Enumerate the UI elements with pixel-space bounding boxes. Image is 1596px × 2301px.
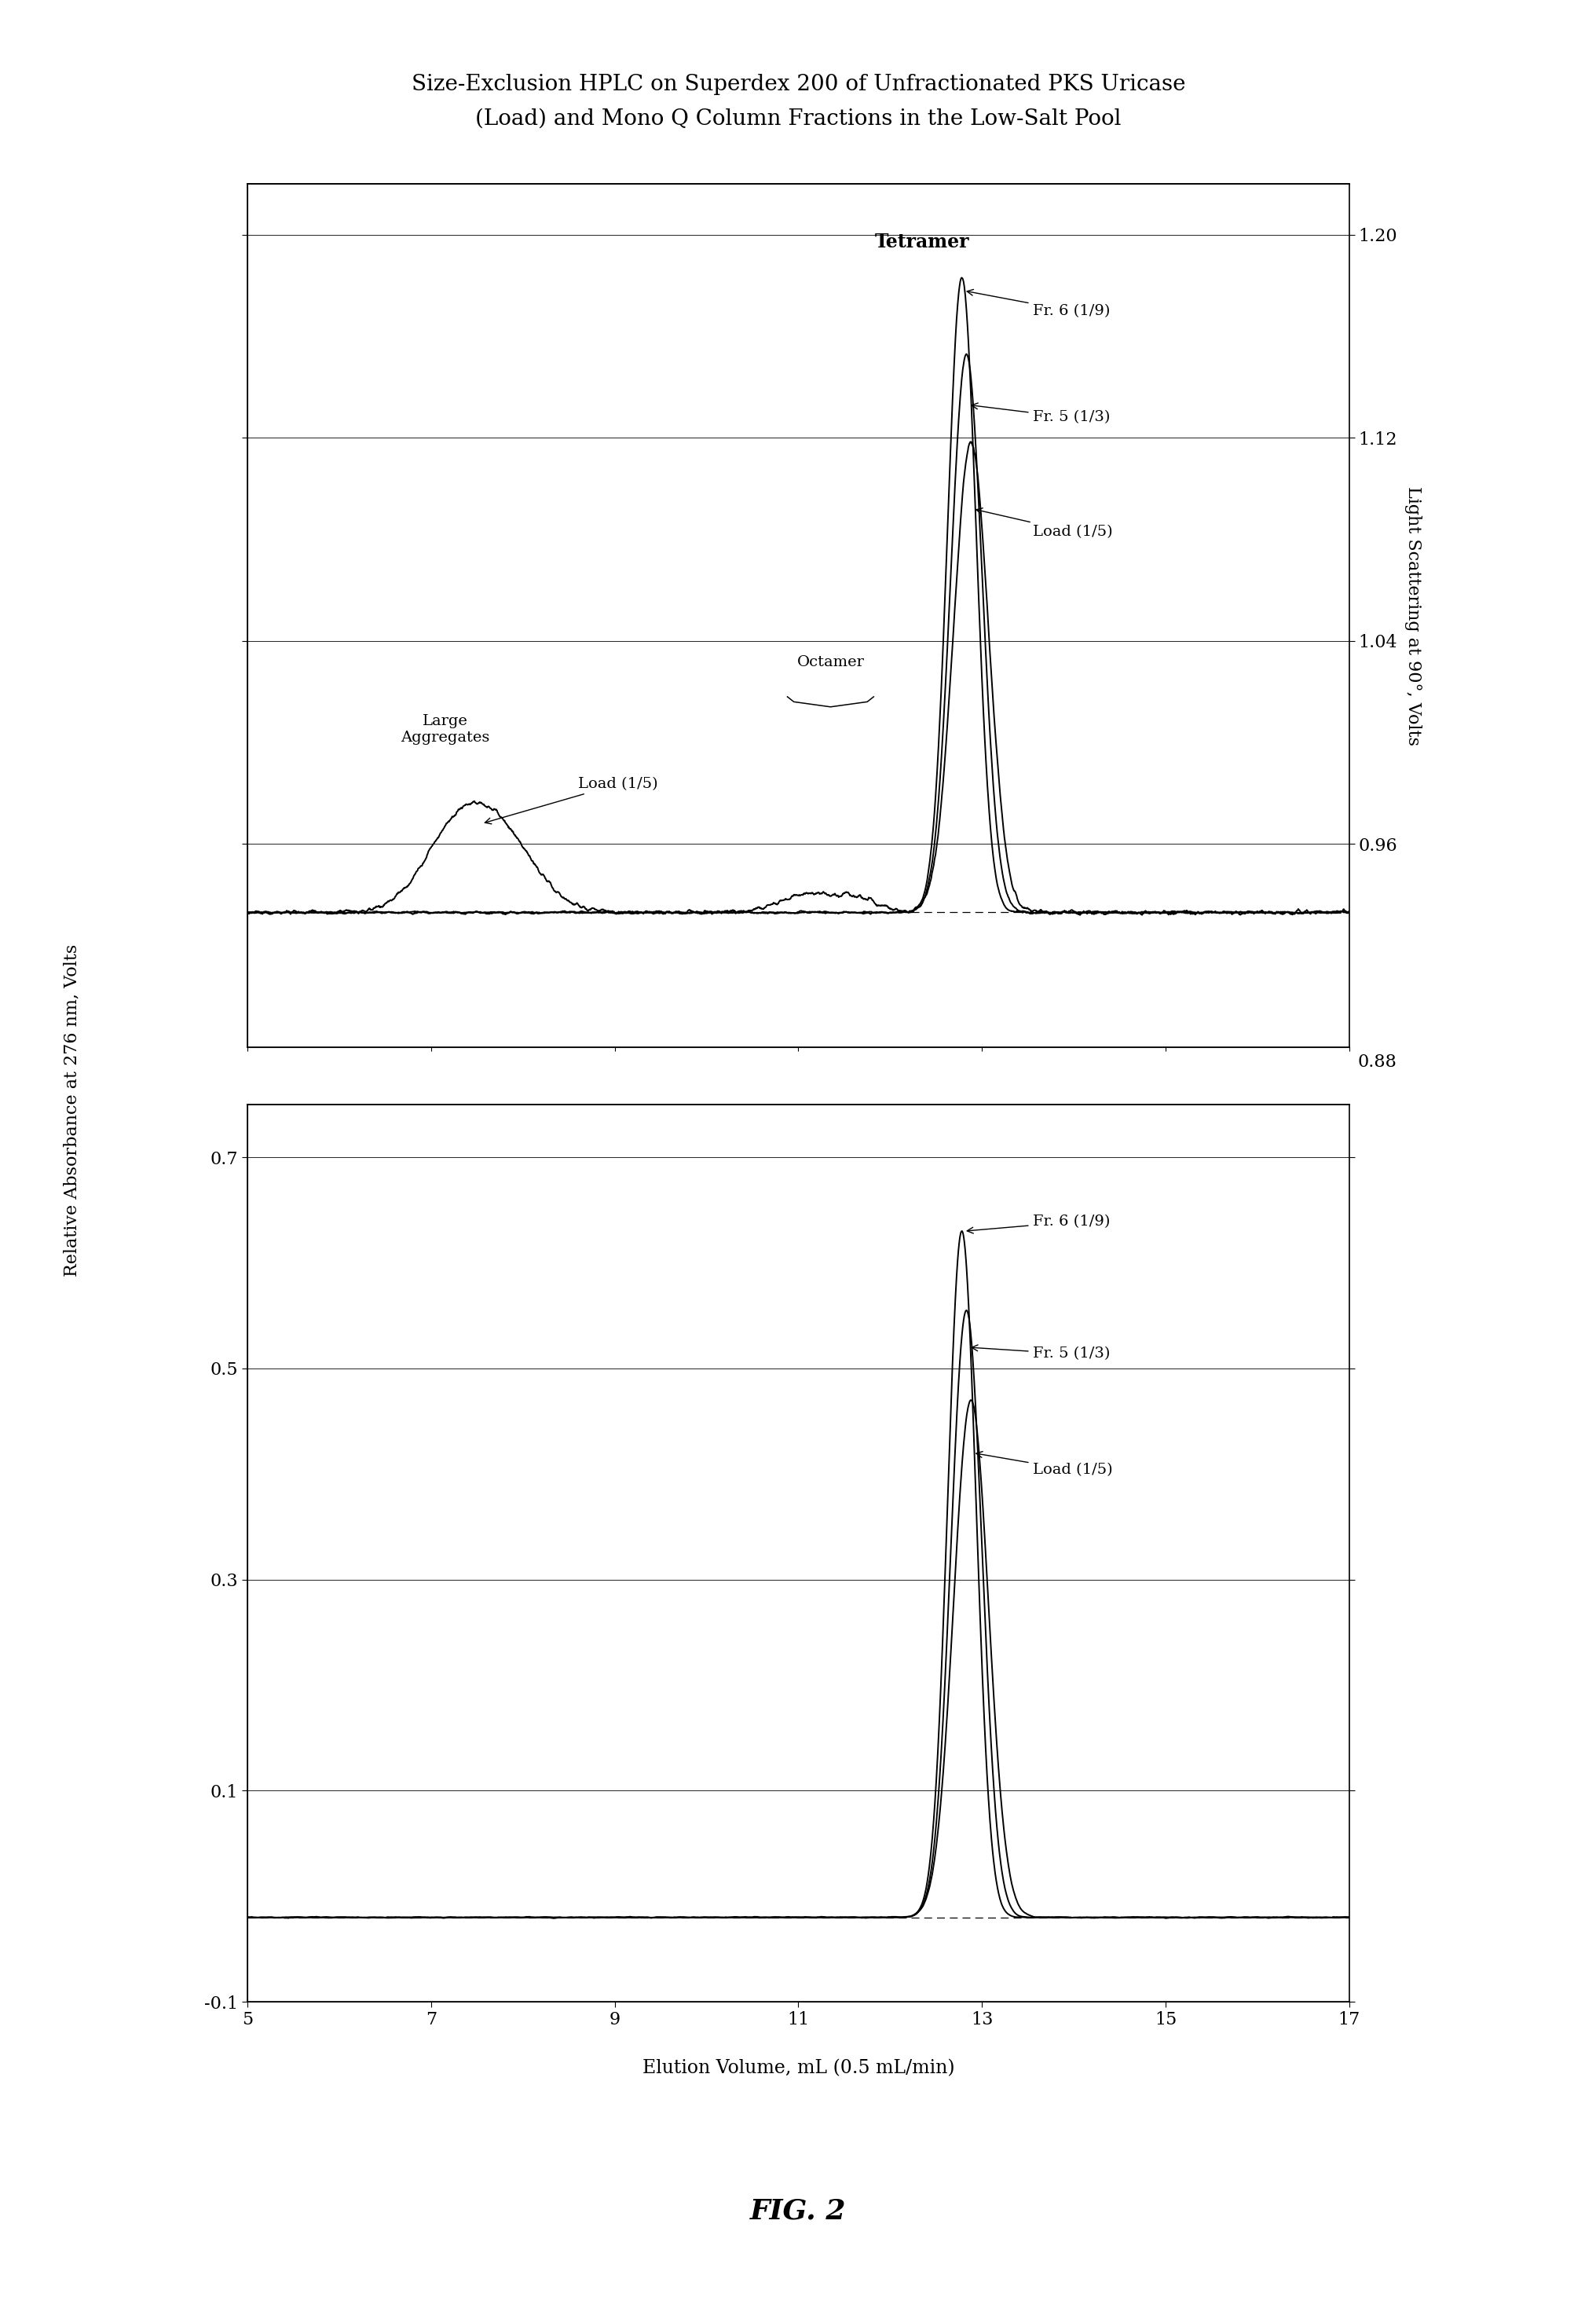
Text: Load (1/5): Load (1/5) — [975, 509, 1112, 538]
Text: FIG. 2: FIG. 2 — [750, 2197, 846, 2225]
Text: Octamer: Octamer — [796, 656, 863, 670]
Text: Load (1/5): Load (1/5) — [485, 778, 658, 824]
Text: Fr. 5 (1/3): Fr. 5 (1/3) — [970, 1344, 1109, 1360]
Text: Tetramer: Tetramer — [875, 232, 969, 251]
Text: Fr. 6 (1/9): Fr. 6 (1/9) — [967, 290, 1109, 318]
Text: Size-Exclusion HPLC on Superdex 200 of Unfractionated PKS Uricase: Size-Exclusion HPLC on Superdex 200 of U… — [412, 74, 1184, 94]
Text: Elution Volume, mL (0.5 mL/min): Elution Volume, mL (0.5 mL/min) — [642, 2059, 954, 2078]
Y-axis label: Light Scattering at 90°, Volts: Light Scattering at 90°, Volts — [1403, 486, 1420, 746]
Text: Fr. 5 (1/3): Fr. 5 (1/3) — [970, 403, 1109, 426]
Text: (Load) and Mono Q Column Fractions in the Low-Salt Pool: (Load) and Mono Q Column Fractions in th… — [476, 108, 1120, 129]
Text: Fr. 6 (1/9): Fr. 6 (1/9) — [967, 1215, 1109, 1233]
Text: Load (1/5): Load (1/5) — [975, 1452, 1112, 1477]
Text: 0.88: 0.88 — [1357, 1054, 1396, 1072]
Text: Relative Absorbance at 276 nm, Volts: Relative Absorbance at 276 nm, Volts — [64, 943, 80, 1277]
Text: Large
Aggregates: Large Aggregates — [401, 716, 490, 746]
